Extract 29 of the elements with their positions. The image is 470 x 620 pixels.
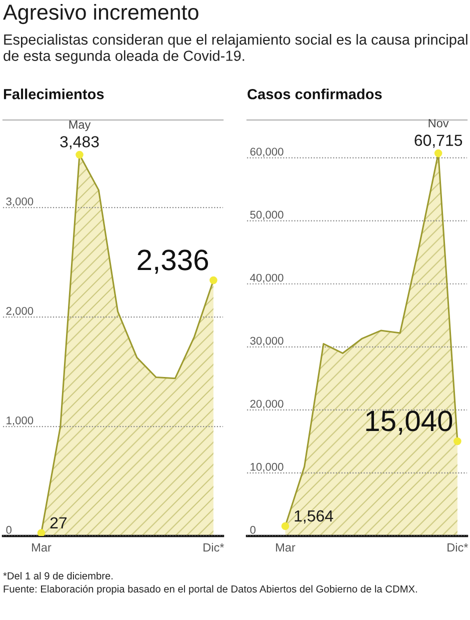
y-tick-label: 60,000 [250, 148, 284, 157]
source-note: Fuente: Elaboración propia basado en el portal de Datos Abiertos del Gobierno de la CDMX. [4, 585, 417, 595]
x-tick-label: Mar [32, 543, 52, 552]
y-tick-label: 0 [6, 526, 12, 534]
y-tick-label: 30,000 [250, 336, 284, 346]
y-tick-label: 40,000 [250, 274, 284, 283]
data-label: 2,336 [138, 250, 208, 274]
y-tick-label: 50,000 [250, 210, 284, 220]
y-tick-label: 20,000 [250, 400, 284, 410]
text: Especialistas consideran que el relajamiento social es la causa principal de esta segunda oleada de Covid-19. [4, 34, 468, 64]
x-tick-label: Mar [276, 543, 296, 552]
y-tick-label: 10,000 [250, 462, 284, 472]
data-label: 3,483 [60, 136, 99, 150]
y-tick-label: 3,000 [6, 198, 34, 207]
x-tick-label: Dic* [448, 542, 468, 552]
data-label: 1,564 [294, 510, 334, 524]
annotation: Nov [428, 119, 449, 128]
data-label: 60,715 [414, 134, 462, 148]
y-tick-label: 1,000 [6, 416, 34, 426]
annotation: May [69, 120, 91, 132]
y-tick-label: 2,000 [6, 306, 34, 316]
data-label: 27 [50, 517, 67, 528]
y-tick-label: 0 [250, 526, 256, 534]
x-tick-label: Dic* [204, 542, 224, 552]
text: Agresivo incremento [3, 4, 198, 24]
data-label: 15,040 [366, 410, 452, 435]
text: *Del 1 al 9 de diciembre. [3, 572, 113, 580]
chart-title: Casos confirmados [248, 88, 382, 100]
chart-title: Fallecimientos [4, 88, 104, 100]
